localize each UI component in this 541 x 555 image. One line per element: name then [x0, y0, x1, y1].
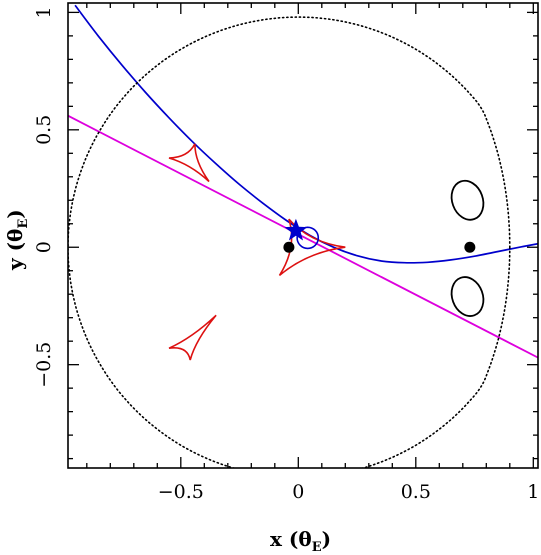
lens-mass-point	[283, 241, 295, 253]
y-tick-label: 1	[33, 6, 55, 18]
source-trajectory-line	[74, 4, 538, 264]
y-tick-label: 0	[33, 241, 55, 253]
lens-mass-point	[464, 241, 476, 253]
caustic-upper-left	[168, 143, 210, 183]
y-tick-label: 0.5	[33, 115, 55, 145]
y-tick-label: −0.5	[33, 342, 55, 388]
x-axis-title: x (θE)	[270, 527, 331, 555]
y-axis-title-sub: E	[16, 219, 31, 229]
x-axis-title-sub: E	[312, 540, 322, 555]
critical-curve-small-upper	[450, 179, 485, 221]
binary-axis-line	[68, 114, 538, 359]
critical-curve-small-lower	[450, 276, 485, 317]
critical-curve-outer	[68, 16, 511, 468]
caustic-lower-left	[168, 314, 217, 361]
x-tick-label: 0.5	[401, 481, 431, 503]
y-axis-title: y (θE)	[3, 209, 31, 271]
x-tick-label: −0.5	[158, 481, 204, 503]
plot-frame	[67, 2, 539, 469]
source-star-marker	[284, 218, 308, 241]
source-size-circle	[296, 226, 320, 250]
x-tick-label: 0	[292, 481, 304, 503]
x-tick-label: 1	[527, 481, 539, 503]
